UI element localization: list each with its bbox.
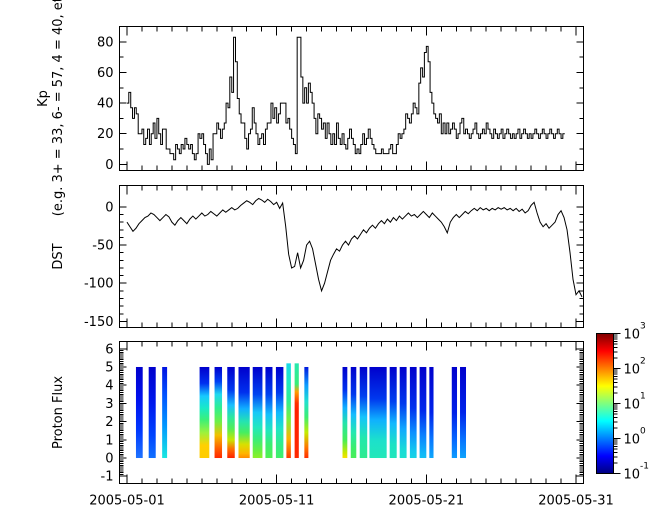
kp-axis-title-line2: (e.g. 3+ = 33, 6- = 57, 4 = 40, etc.) [51,0,66,216]
kp-series-line [126,36,565,165]
proton-axis-ticks [119,348,584,477]
dst-axis-ticks [119,206,584,322]
kp-ytick-labels: 0 20 40 60 80 [97,35,114,173]
xtick-label: 2005-05-21 [389,494,465,509]
ytick-label: 0 [105,200,113,215]
proton-flux-stripe [350,366,357,459]
proton-plot-frame [119,341,584,484]
ytick-label: -100 [84,277,114,292]
ytick-label: 40 [97,97,114,112]
proton-flux-stripe [304,366,309,459]
proton-flux-stripe [451,366,458,459]
ytick-label: -50 [92,239,113,254]
proton-flux-stripe [238,366,250,459]
x-axis-ticks [126,26,577,484]
ytick-label: 60 [97,66,114,81]
colorbar-ticks [613,333,621,474]
proton-flux-stripe [275,366,284,459]
colorbar-tick-labels: 103 102 101 100 10-1 [624,322,650,483]
ytick-label: 0 [105,452,113,467]
proton-flux-stripe [359,366,368,459]
colorbar-gradient [596,333,614,474]
colorbar-tick-label: 100 [624,427,647,448]
proton-ytick-labels: 6 5 4 3 2 1 0 -1 [101,342,114,484]
ytick-label: 80 [97,35,114,50]
kp-axis-ticks [119,41,584,165]
colorbar-tick-label: 101 [624,392,646,413]
proton-flux-stripe [294,363,299,459]
ytick-label: 1 [105,433,113,448]
panel-proton-flux: 6 5 4 3 2 1 0 -1 2005-05-01 2005-05-11 2005-05-21… [51,26,614,509]
proton-flux-stripe [252,366,263,459]
ytick-label: 3 [105,397,113,412]
ytick-label: -1 [101,470,114,485]
proton-axis-title: Proton Flux [51,376,66,449]
dst-series-line [126,197,583,298]
ytick-label: 20 [97,127,114,142]
proton-flux-stripe [460,366,467,459]
ytick-label: 2 [105,415,113,430]
proton-flux-stripe [286,363,291,459]
ytick-label: -150 [84,315,114,330]
colorbar: 103 102 101 100 10-1 [596,322,650,483]
proton-flux-stripe [227,366,235,459]
ytick-label: 6 [105,342,113,357]
ytick-label: 0 [105,158,113,173]
proton-flux-stripe [342,366,348,459]
xtick-label: 2005-05-01 [89,494,165,509]
dst-axis-title: DST [51,243,66,269]
colorbar-tick-label: 10-1 [624,462,650,483]
kp-axis-title-line1: Kp [36,90,51,107]
proton-flux-stripe [135,366,143,459]
proton-flux-stripe [389,366,397,459]
proton-flux-stripe [199,366,210,459]
proton-flux-stripe [399,366,407,459]
proton-flux-heatmap [135,363,467,459]
proton-flux-stripe [162,366,168,459]
proton-flux-stripe [429,366,434,459]
ytick-label: 4 [105,379,113,394]
proton-flux-stripe [214,366,223,459]
xtick-label: 2005-05-31 [538,494,614,509]
xtick-label: 2005-05-11 [239,494,315,509]
colorbar-tick-label: 102 [624,357,646,378]
proton-flux-stripe [419,366,427,459]
dst-ytick-labels: 0 -50 -100 -150 [84,200,114,330]
proton-flux-stripe [265,366,273,459]
ytick-label: 5 [105,360,113,375]
proton-flux-stripe [409,366,417,459]
colorbar-tick-label: 103 [624,322,646,343]
proton-flux-stripe [148,366,156,459]
proton-flux-stripe [369,366,387,459]
x-axis-tick-labels: 2005-05-01 2005-05-11 2005-05-21 2005-05-31 [89,494,614,509]
